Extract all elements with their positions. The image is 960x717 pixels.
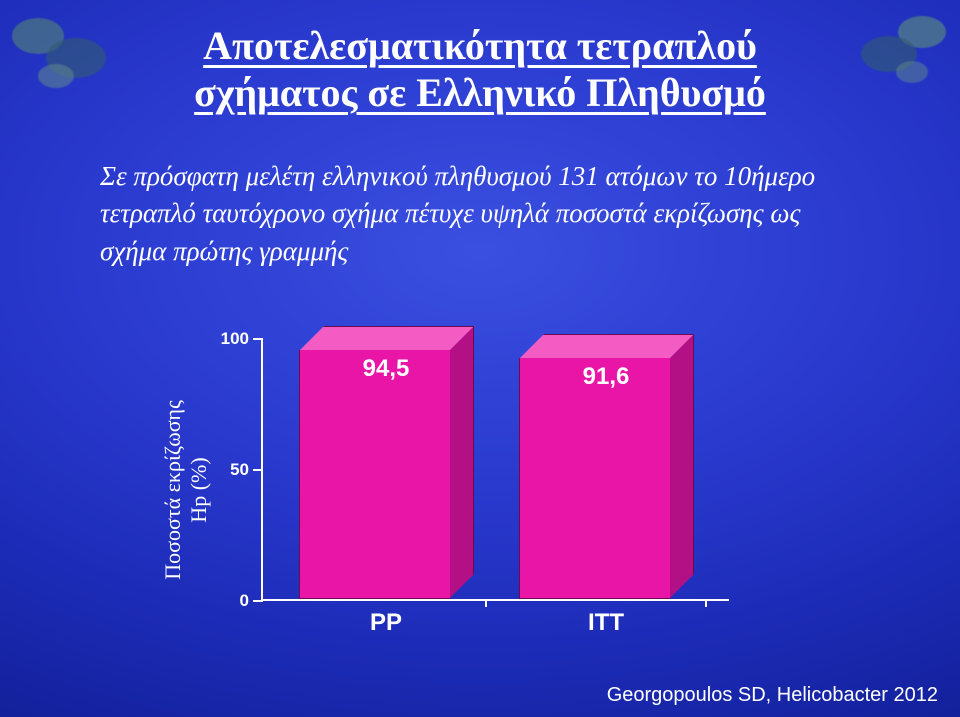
bar-pp: 94,5 [299,327,473,599]
title-line-2: σχήματος σε Ελληνικό Πληθυσμό [194,69,766,116]
x-tick [485,599,487,607]
plot-area: 05010094,5PP91,6ITT [261,339,729,601]
y-axis-label-line2: Hp (%) [186,400,212,580]
bar-value-label: 94,5 [363,355,410,383]
slide-title: Αποτελεσματικότητα τετραπλού σχήματος σε… [0,22,960,116]
title-line-1: Αποτελεσματικότητα τετραπλού [203,22,757,69]
y-axis-label: Ποσοστά εκρίζωσης Hp (%) [169,335,203,645]
bar-value-label: 91,6 [583,363,630,391]
x-category-label: ITT [588,609,624,637]
bar-itt: 91,6 [519,335,693,599]
y-tick-label: 50 [230,460,249,480]
bar-top [519,334,694,359]
bar-side [449,326,474,599]
bar-top [299,326,474,351]
bar-side [669,334,694,599]
bar-front [519,358,670,599]
bar-chart: Ποσοστά εκρίζωσης Hp (%) 05010094,5PP91,… [205,335,755,645]
y-tick [253,338,263,340]
x-category-label: PP [370,609,402,637]
y-tick-label: 0 [240,591,249,611]
bar-front [299,350,450,599]
y-tick [253,600,263,602]
y-tick [253,469,263,471]
x-tick [705,599,707,607]
y-axis-label-line1: Ποσοστά εκρίζωσης [160,400,186,580]
citation: Georgopoulos SD, Helicobacter 2012 [607,684,938,707]
y-tick-label: 100 [221,329,249,349]
body-paragraph: Σε πρόσφατη μελέτη ελληνικού πληθυσμού 1… [100,158,860,270]
